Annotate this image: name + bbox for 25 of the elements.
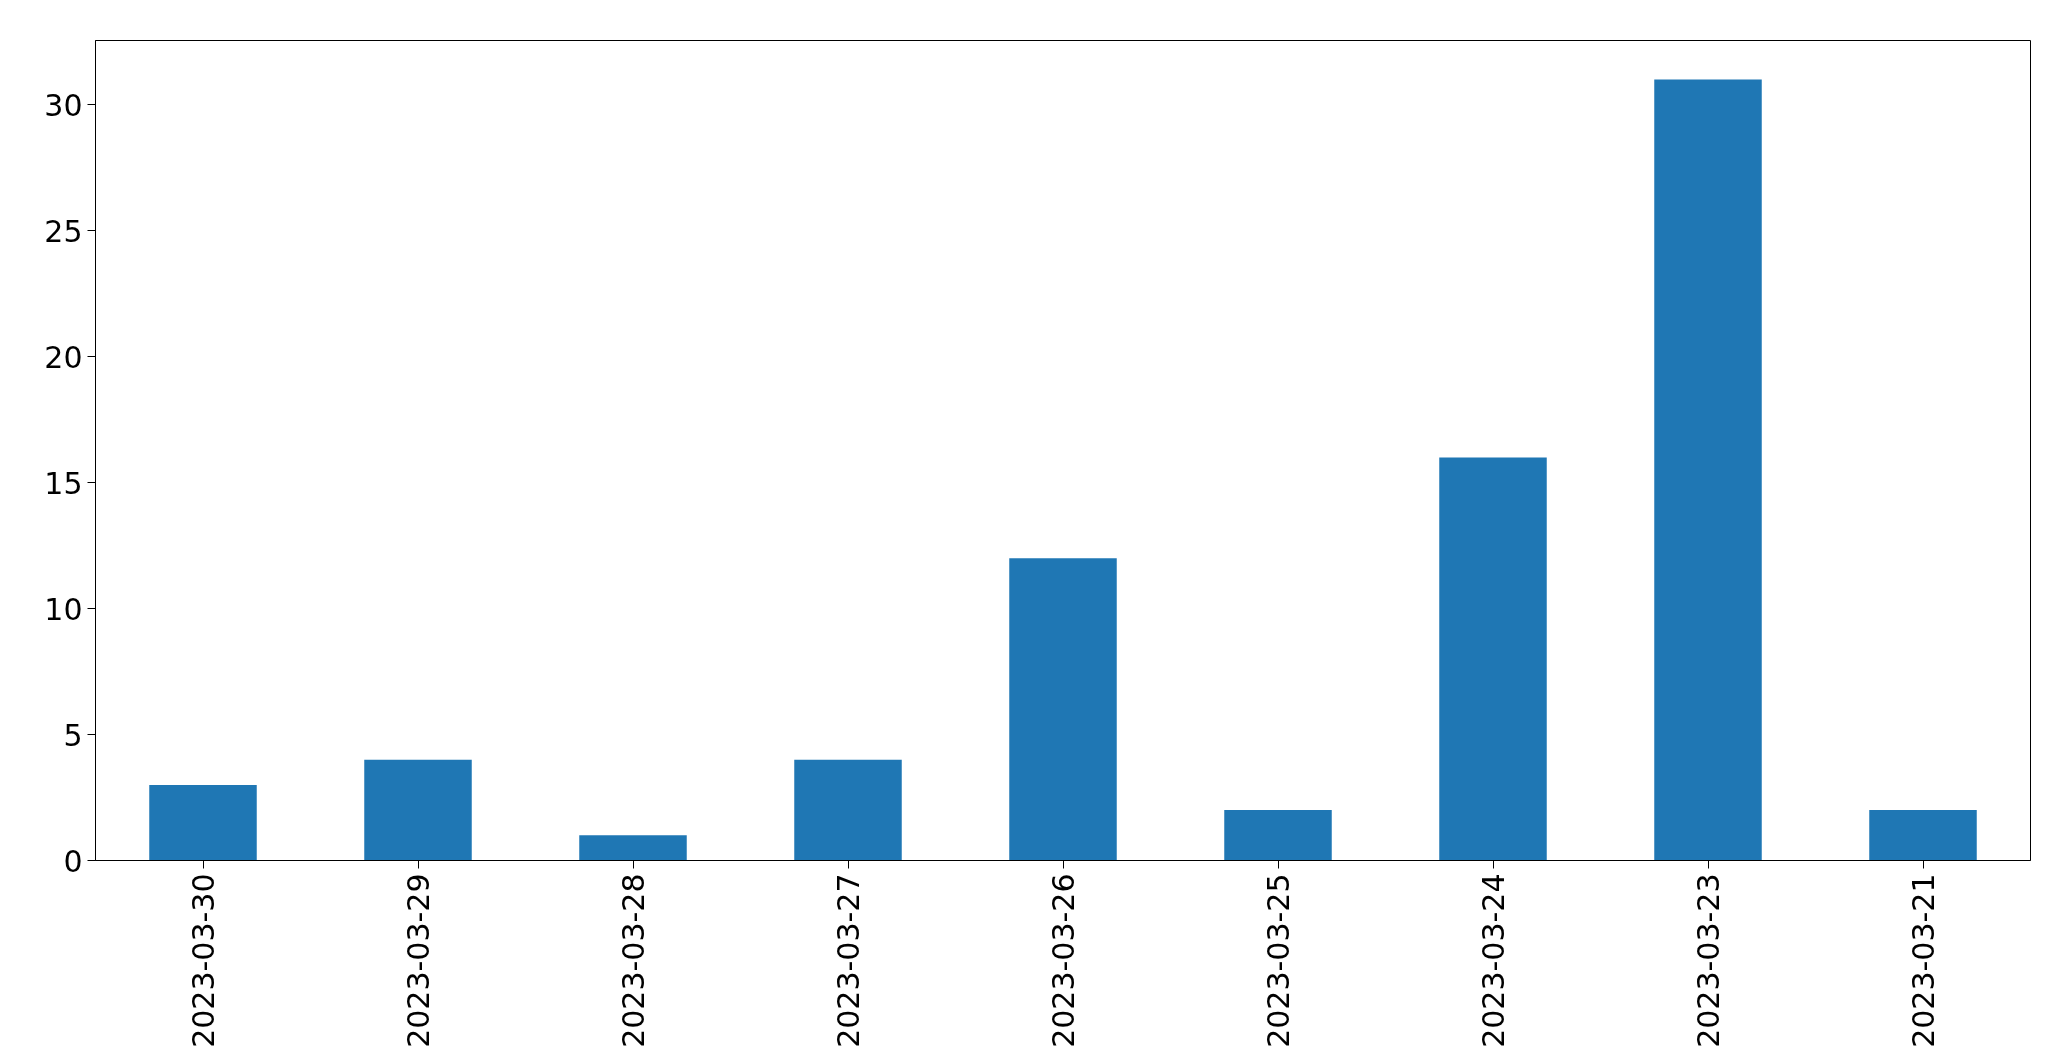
- bar: [1009, 558, 1117, 861]
- y-tick-label: 10: [44, 591, 83, 627]
- bar: [579, 835, 687, 861]
- bar: [1654, 79, 1762, 861]
- y-tick-label: 20: [44, 339, 83, 375]
- x-tick-label: 2023-03-24: [1476, 873, 1511, 1048]
- x-tick-label: 2023-03-27: [831, 873, 866, 1048]
- y-tick-label: 15: [44, 465, 83, 501]
- x-tick-label: 2023-03-28: [616, 873, 651, 1048]
- bar: [364, 759, 472, 861]
- bar: [1224, 810, 1332, 861]
- bar: [794, 759, 902, 861]
- y-tick-label: 5: [63, 717, 83, 753]
- x-tick-label: 2023-03-21: [1906, 873, 1941, 1048]
- x-tick-label: 2023-03-26: [1046, 873, 1081, 1048]
- bar: [1869, 810, 1977, 861]
- x-tick-label: 2023-03-29: [401, 873, 436, 1048]
- bar: [1439, 457, 1547, 861]
- x-tick-label: 2023-03-25: [1261, 873, 1296, 1048]
- y-tick-label: 30: [44, 87, 83, 123]
- x-tick-label: 2023-03-30: [186, 873, 221, 1048]
- y-tick-label: 25: [44, 213, 83, 249]
- x-tick-label: 2023-03-23: [1691, 873, 1726, 1048]
- y-tick-label: 0: [63, 843, 83, 879]
- bar: [149, 784, 257, 861]
